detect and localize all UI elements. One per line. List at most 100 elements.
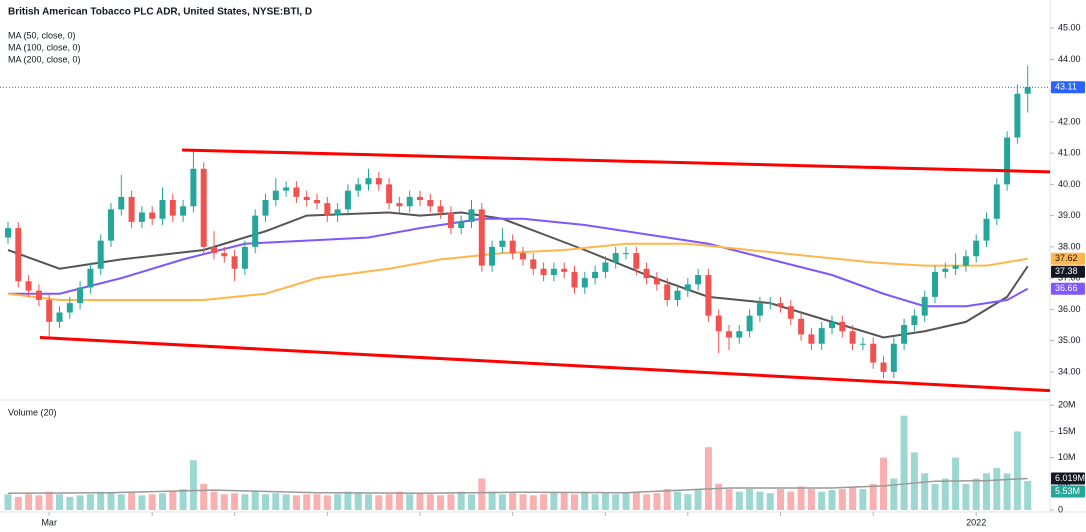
candle-body bbox=[118, 196, 125, 210]
candle-body bbox=[952, 265, 959, 269]
volume-bar bbox=[787, 491, 795, 510]
volume-bar bbox=[725, 489, 733, 510]
candle-body bbox=[437, 206, 444, 213]
candle-body bbox=[406, 196, 413, 207]
volume-bar bbox=[426, 494, 434, 510]
overlay: British American Tobacco PLC ADR, United… bbox=[8, 7, 1085, 498]
volume-bar bbox=[169, 491, 177, 510]
y-tick-label: 36.00 bbox=[1058, 304, 1081, 314]
volume-bar bbox=[478, 478, 486, 510]
candle-body bbox=[890, 343, 897, 372]
candle-body bbox=[1024, 87, 1031, 94]
volume-bar bbox=[529, 495, 537, 510]
volume-bar bbox=[972, 478, 980, 510]
y-tick-label: 40.00 bbox=[1058, 179, 1081, 189]
axis-tag-label: 5.53M bbox=[1055, 486, 1080, 496]
volume-bar bbox=[622, 493, 630, 510]
volume-bar bbox=[632, 491, 640, 510]
candle-body bbox=[180, 206, 187, 216]
y-tick-label: 44.00 bbox=[1058, 54, 1081, 64]
volume-bar bbox=[766, 493, 774, 510]
volume-bar bbox=[262, 494, 269, 510]
volume-bar bbox=[437, 495, 445, 510]
candle-body bbox=[241, 246, 248, 269]
volume-bar bbox=[56, 494, 63, 510]
volume-bar bbox=[179, 489, 187, 510]
legend-entry: MA (100, close, 0) bbox=[8, 42, 81, 52]
candle-body bbox=[839, 321, 846, 332]
trendline bbox=[182, 148, 1051, 174]
legend-entry: MA (50, close, 0) bbox=[8, 30, 76, 40]
axis-tag bbox=[1051, 265, 1085, 278]
candle-body bbox=[200, 168, 207, 247]
y-tick-label: 42.00 bbox=[1058, 116, 1081, 126]
ma-line bbox=[7, 242, 1028, 301]
candle-body bbox=[695, 275, 702, 285]
volume-bar bbox=[818, 491, 826, 510]
volume-bar bbox=[86, 494, 94, 510]
candle-body bbox=[252, 215, 259, 247]
volume-bar bbox=[993, 468, 1001, 510]
candle-body bbox=[128, 196, 135, 222]
volume-bar bbox=[385, 494, 393, 510]
volume-bar bbox=[643, 494, 651, 510]
candle-body bbox=[509, 240, 516, 254]
candle-body bbox=[674, 290, 681, 300]
axis-tag bbox=[1051, 282, 1085, 295]
volume-bar bbox=[313, 494, 321, 510]
volume-bar bbox=[581, 491, 589, 510]
candle-body bbox=[149, 212, 156, 219]
ma-line bbox=[7, 211, 1029, 339]
candle-body bbox=[520, 253, 526, 260]
candle-body bbox=[56, 312, 63, 322]
x-tick-label: 2022 bbox=[966, 517, 986, 527]
y-tick-label: 45.00 bbox=[1058, 23, 1081, 33]
volume-tick-label: 20M bbox=[1058, 400, 1076, 410]
volume-bar bbox=[1024, 481, 1032, 510]
volume-bar bbox=[704, 447, 712, 510]
candle-body bbox=[829, 321, 835, 329]
candle-body bbox=[468, 209, 475, 222]
volume-bar bbox=[931, 483, 939, 510]
volume-bar bbox=[354, 493, 362, 510]
volume-bar bbox=[231, 493, 239, 510]
volume-bar bbox=[35, 495, 43, 510]
y-tick-label: 34.00 bbox=[1058, 366, 1081, 376]
candle-body bbox=[355, 184, 362, 191]
volume-ma-line bbox=[7, 477, 1028, 494]
candle-body bbox=[808, 334, 815, 344]
volume-bar bbox=[220, 494, 228, 510]
axis-tag bbox=[1051, 252, 1085, 265]
volume-bar bbox=[241, 494, 249, 510]
volume-bar bbox=[849, 486, 857, 510]
volume-bar bbox=[519, 494, 527, 510]
y-tick-label: 38.00 bbox=[1058, 241, 1081, 251]
volume-bar bbox=[571, 494, 578, 510]
candle-body bbox=[602, 262, 609, 272]
candle-body bbox=[592, 271, 599, 279]
candle-body bbox=[993, 184, 1000, 219]
candle-body bbox=[818, 328, 825, 344]
volume-bar bbox=[663, 489, 671, 510]
candle-body bbox=[190, 168, 197, 207]
candle-body bbox=[571, 271, 578, 288]
candle-body bbox=[1004, 137, 1011, 185]
axis-tag-label: 6.019M bbox=[1055, 473, 1085, 483]
candle-body bbox=[653, 278, 660, 285]
candle-body bbox=[973, 240, 980, 257]
candle-body bbox=[932, 271, 938, 297]
volume-bar bbox=[962, 483, 970, 510]
candle-body bbox=[736, 331, 743, 338]
volume-bar bbox=[45, 491, 53, 510]
volume-bar bbox=[735, 491, 743, 510]
candle-body bbox=[169, 200, 176, 216]
volume-tick-label: 10M bbox=[1058, 452, 1076, 462]
legend-entry: MA (200, close, 0) bbox=[8, 54, 81, 64]
volume-bar bbox=[859, 489, 867, 510]
volume-bar bbox=[375, 495, 383, 510]
candle-body bbox=[880, 362, 887, 372]
candle-body bbox=[870, 343, 877, 363]
volume-bar bbox=[807, 489, 815, 510]
